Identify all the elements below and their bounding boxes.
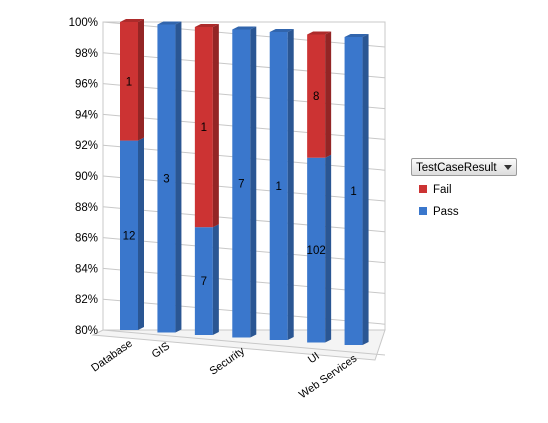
bars <box>120 19 369 345</box>
y-tick-label: 80% <box>75 325 98 337</box>
bar-top-cap <box>120 19 144 22</box>
data-label-fail: 1 <box>126 76 132 88</box>
legend-label-fail: Fail <box>433 184 452 196</box>
data-label-pass: 12 <box>123 230 136 242</box>
bar-fail-2 <box>194 27 213 228</box>
y-tick-label: 82% <box>75 294 98 306</box>
bar-pass-6 <box>344 37 363 345</box>
legend-filter-label: TestCaseResult <box>416 162 497 174</box>
bar-fail-0 <box>120 22 138 141</box>
bar-pass-2 <box>194 227 213 335</box>
bar-top-cap <box>307 31 332 35</box>
data-label-pass: 102 <box>307 245 326 257</box>
legend-swatch-pass <box>419 207 427 215</box>
y-tick-label: 96% <box>75 79 98 91</box>
y-tick-label: 84% <box>75 263 98 275</box>
data-label-pass: 7 <box>201 276 207 288</box>
bar-pass-4-side <box>287 29 294 340</box>
dropdown-arrow-icon[interactable] <box>504 165 512 170</box>
x-tick-label: Web Services <box>297 352 360 401</box>
bar-fail-0-side <box>138 19 144 141</box>
bar-fail-5-side <box>325 31 332 158</box>
bar-pass-3 <box>232 29 251 338</box>
bar-top-cap <box>344 34 369 37</box>
bar-top-cap <box>232 26 257 30</box>
data-label-pass: 7 <box>238 179 244 191</box>
data-label-fail: 8 <box>313 91 319 103</box>
bar-pass-0 <box>120 140 138 330</box>
bar-pass-0-side <box>138 137 144 330</box>
bar-pass-6-side <box>362 34 369 345</box>
legend-filter-button[interactable]: TestCaseResult <box>411 158 517 176</box>
bar-pass-3-side <box>250 26 257 338</box>
legend-item-pass[interactable]: Pass <box>419 205 459 219</box>
legend: TestCaseResult Fail Pass <box>411 158 521 228</box>
data-label-pass: 1 <box>276 181 282 193</box>
x-tick-label: Security <box>208 345 248 378</box>
y-tick-label: 100% <box>69 17 98 29</box>
y-axis-ticks: 80% 82% 84% 86% 88% 90% 92% 94% 96% 98% 100% <box>69 17 98 337</box>
y-tick-label: 90% <box>75 171 98 183</box>
y-tick-label: 94% <box>75 109 98 121</box>
bar-top-cap <box>194 24 219 27</box>
data-label-pass: 3 <box>163 174 169 186</box>
bar-pass-4 <box>269 32 288 340</box>
legend-label-pass: Pass <box>433 206 459 218</box>
legend-swatch-fail <box>419 185 427 193</box>
y-tick-label: 98% <box>75 48 98 60</box>
bar-top-cap <box>269 29 294 32</box>
legend-item-fail[interactable]: Fail <box>419 183 452 197</box>
gridline <box>102 329 386 356</box>
x-tick-label: Database <box>89 338 134 375</box>
y-tick-label: 86% <box>75 233 98 245</box>
bar-pass-5 <box>307 157 326 343</box>
data-label-pass: 1 <box>350 186 356 198</box>
bar-pass-1-side <box>175 21 182 333</box>
y-tick-label: 92% <box>75 140 98 152</box>
bar-pass-5-side <box>325 154 332 343</box>
bar-fail-5 <box>307 34 326 158</box>
x-tick-label: GIS <box>150 340 172 361</box>
bar-top-cap <box>157 21 182 25</box>
bar-pass-2-side <box>212 224 219 335</box>
y-tick-label: 88% <box>75 202 98 214</box>
data-label-fail: 1 <box>201 122 207 134</box>
bar-pass-1 <box>157 24 176 333</box>
bar-fail-2-side <box>212 24 219 228</box>
